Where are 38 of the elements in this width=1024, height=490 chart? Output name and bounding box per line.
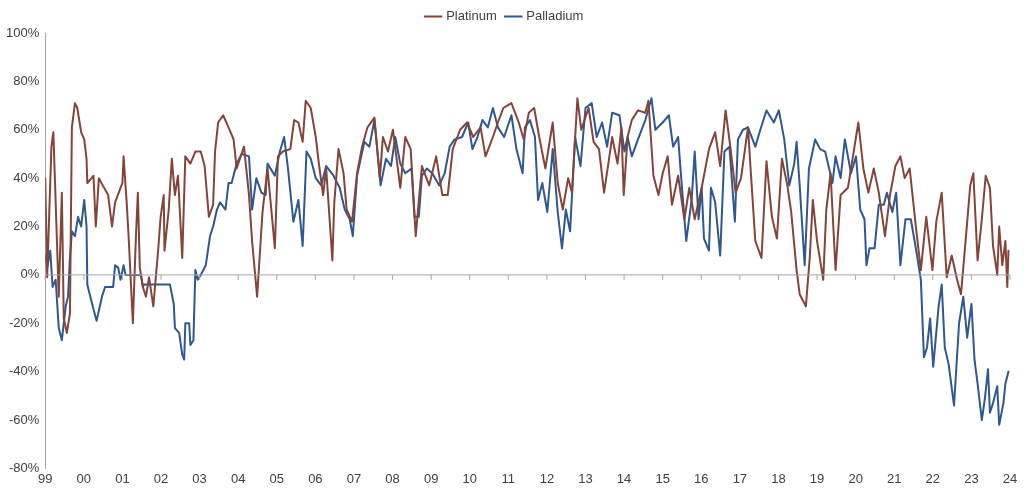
x-tick-label: 12 [539, 470, 555, 486]
x-tick-label: 99 [38, 470, 53, 486]
y-tick-label: 0% [20, 266, 40, 282]
x-tick-label: 21 [887, 470, 902, 486]
x-tick-label: 03 [192, 470, 207, 486]
x-tick-label: 17 [732, 470, 748, 486]
y-tick-label: 100% [6, 24, 40, 40]
x-tick-label: 07 [346, 470, 362, 486]
x-tick-label: 05 [269, 470, 285, 486]
x-tick-label: 11 [501, 470, 516, 486]
x-tick-label: 15 [655, 470, 670, 486]
y-tick-label: 60% [13, 121, 40, 137]
x-tick-label: 00 [76, 470, 92, 486]
y-tick-label: 20% [13, 218, 40, 234]
x-tick-label: 24 [1002, 470, 1018, 486]
y-tick-label: -80% [8, 459, 40, 475]
x-tick-label: 22 [925, 470, 941, 486]
x-tick-label: 02 [153, 470, 169, 486]
x-tick-label: 13 [578, 470, 593, 486]
legend-label: Palladium [526, 8, 584, 24]
y-tick-label: 80% [13, 72, 40, 88]
x-tick-label: 20 [848, 470, 863, 486]
x-tick-label: 16 [694, 470, 709, 486]
x-tick-label: 19 [809, 470, 825, 486]
y-tick-label: 40% [13, 169, 40, 185]
x-tick-label: 23 [964, 470, 979, 486]
legend-label: Platinum [446, 8, 497, 24]
y-tick-label: -40% [8, 363, 40, 379]
x-tick-label: 04 [230, 470, 246, 486]
x-tick-label: 10 [462, 470, 477, 486]
x-tick-label: 01 [115, 470, 130, 486]
y-tick-label: -20% [8, 314, 40, 330]
x-tick-label: 06 [308, 470, 323, 486]
y-tick-label: -60% [8, 411, 40, 427]
x-tick-label: 08 [385, 470, 400, 486]
x-tick-label: 18 [771, 470, 786, 486]
x-tick-label: 09 [423, 470, 439, 486]
x-tick-label: 14 [616, 470, 632, 486]
